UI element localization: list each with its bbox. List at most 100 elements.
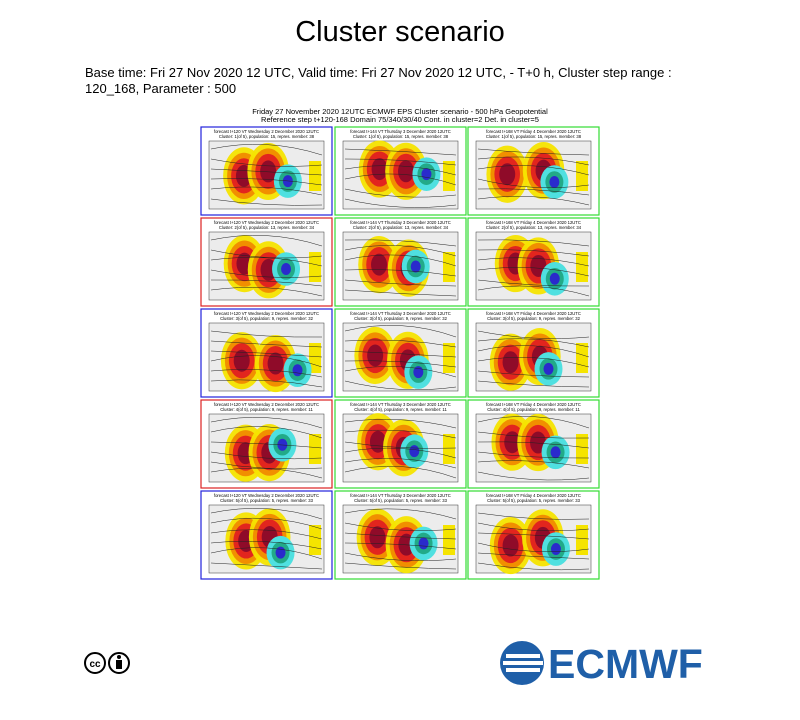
contour-line [210, 144, 323, 156]
yellow-field [443, 525, 455, 555]
panel-forecast: forecast t+144 VT Thursday 3 December 20… [350, 493, 451, 498]
contour-line [344, 198, 457, 208]
logo-text: ECMWF [548, 641, 703, 687]
map-panel: forecast t+168 VT Friday 4 December 2020… [467, 217, 600, 307]
page-subtitle: Base time: Fri 27 Nov 2020 12 UTC, Valid… [85, 65, 672, 96]
anomaly-field [367, 344, 384, 367]
contour-line [344, 522, 457, 531]
panel-forecast: forecast t+120 VT Wednesday 2 December 2… [214, 220, 319, 225]
panel-forecast: forecast t+144 VT Thursday 3 December 20… [350, 402, 451, 407]
contour-line [210, 235, 323, 247]
contour-line [210, 562, 323, 570]
contour-line [210, 379, 323, 388]
figure-title: Friday 27 November 2020 12UTC ECMWF EPS … [252, 107, 548, 116]
anomaly-field [275, 546, 286, 559]
contour-line [477, 165, 590, 176]
contour-line [210, 330, 323, 338]
map-panel: forecast t+144 VT Thursday 3 December 20… [334, 490, 467, 580]
contour-line [344, 269, 457, 277]
anomaly-field [267, 352, 284, 375]
contour-line [344, 158, 457, 166]
contour-line [477, 357, 590, 368]
contour-line [344, 245, 457, 257]
contour-line [477, 345, 590, 358]
anomaly-field [502, 534, 519, 557]
panel-cluster: Cluster: 3(of 5), population: 9, repres.… [220, 316, 314, 321]
panel-forecast: forecast t+168 VT Friday 4 December 2020… [486, 402, 581, 407]
page-title: Cluster scenario [295, 16, 505, 48]
contour-line [210, 269, 323, 278]
panel-cluster: Cluster: 2(of 5), population: 13, repres… [219, 225, 315, 230]
anomaly-field [550, 543, 561, 556]
contour-line [477, 380, 590, 388]
panel-forecast: forecast t+168 VT Friday 4 December 2020… [486, 311, 581, 316]
anomaly-field [543, 362, 554, 375]
panel-forecast: forecast t+120 VT Wednesday 2 December 2… [214, 402, 319, 407]
panel-forecast: forecast t+168 VT Friday 4 December 2020… [486, 493, 581, 498]
anomaly-field [292, 364, 303, 377]
contour-line [477, 562, 590, 571]
panel-forecast: forecast t+168 VT Friday 4 December 2020… [486, 129, 581, 134]
contour-line [210, 350, 323, 358]
map-panel: forecast t+120 VT Wednesday 2 December 2… [200, 490, 333, 580]
panel-cluster: Cluster: 4(of 5), population: 9, repres.… [487, 407, 580, 412]
anomaly-field [260, 258, 277, 281]
contour-line [210, 168, 323, 176]
map-panel: forecast t+168 VT Friday 4 December 2020… [467, 490, 600, 580]
cc-icon: cc [84, 652, 130, 674]
anomaly-field [410, 260, 421, 273]
contour-line [210, 461, 323, 470]
contour-line [344, 441, 457, 449]
contour-line [344, 254, 457, 267]
contour-line [477, 370, 590, 378]
figure-title: Reference step t+120-168 Domain 75/340/3… [261, 115, 539, 124]
panel-forecast: forecast t+120 VT Wednesday 2 December 2… [214, 311, 319, 316]
yellow-field [309, 525, 321, 555]
anomaly-field [369, 526, 386, 549]
contour-line [477, 451, 590, 459]
contour-line [210, 517, 323, 530]
contour-line [344, 188, 457, 198]
yellow-field [576, 161, 588, 191]
contour-line [344, 542, 457, 550]
anomaly-field [502, 351, 519, 374]
contour-line [210, 355, 323, 368]
contour-line [344, 360, 457, 368]
contour-line [344, 173, 457, 186]
contour-line [477, 196, 590, 206]
yellow-field [309, 434, 321, 464]
anomaly-field [369, 430, 386, 453]
yellow-field [576, 252, 588, 282]
panel-cluster: Cluster: 3(of 5), population: 9, repres.… [354, 316, 448, 321]
contour-line [477, 416, 590, 429]
contour-line [477, 279, 590, 287]
svg-text:cc: cc [89, 659, 101, 670]
contour-line [477, 522, 590, 532]
yellow-field [443, 343, 455, 373]
anomaly-field [409, 445, 420, 458]
panel-forecast: forecast t+120 VT Wednesday 2 December 2… [214, 493, 319, 498]
contour-line [344, 339, 457, 348]
panel-forecast: forecast t+144 VT Thursday 3 December 20… [350, 311, 451, 316]
map-panel: forecast t+120 VT Wednesday 2 December 2… [200, 399, 333, 489]
contour-line [477, 188, 590, 196]
anomaly-field [413, 366, 424, 379]
contour-line [344, 325, 457, 338]
contour-line [477, 542, 590, 553]
contour-line [210, 279, 323, 287]
map-panel: forecast t+120 VT Wednesday 2 December 2… [200, 126, 333, 216]
anomaly-field [421, 168, 432, 181]
contour-line [344, 165, 457, 176]
yellow-field [576, 434, 588, 464]
contour-line [344, 532, 457, 540]
contour-line [210, 451, 323, 460]
contour-line [477, 441, 590, 449]
map-panel: forecast t+144 VT Thursday 3 December 20… [334, 126, 467, 216]
contour-line [477, 330, 590, 339]
contour-line [344, 289, 457, 297]
contour-line [344, 458, 457, 469]
contour-line [210, 529, 323, 540]
map-panel: forecast t+168 VT Friday 4 December 2020… [467, 126, 600, 216]
panel-cluster: Cluster: 5(of 5), population: 5, repres.… [487, 498, 581, 503]
contour-line [210, 158, 323, 167]
